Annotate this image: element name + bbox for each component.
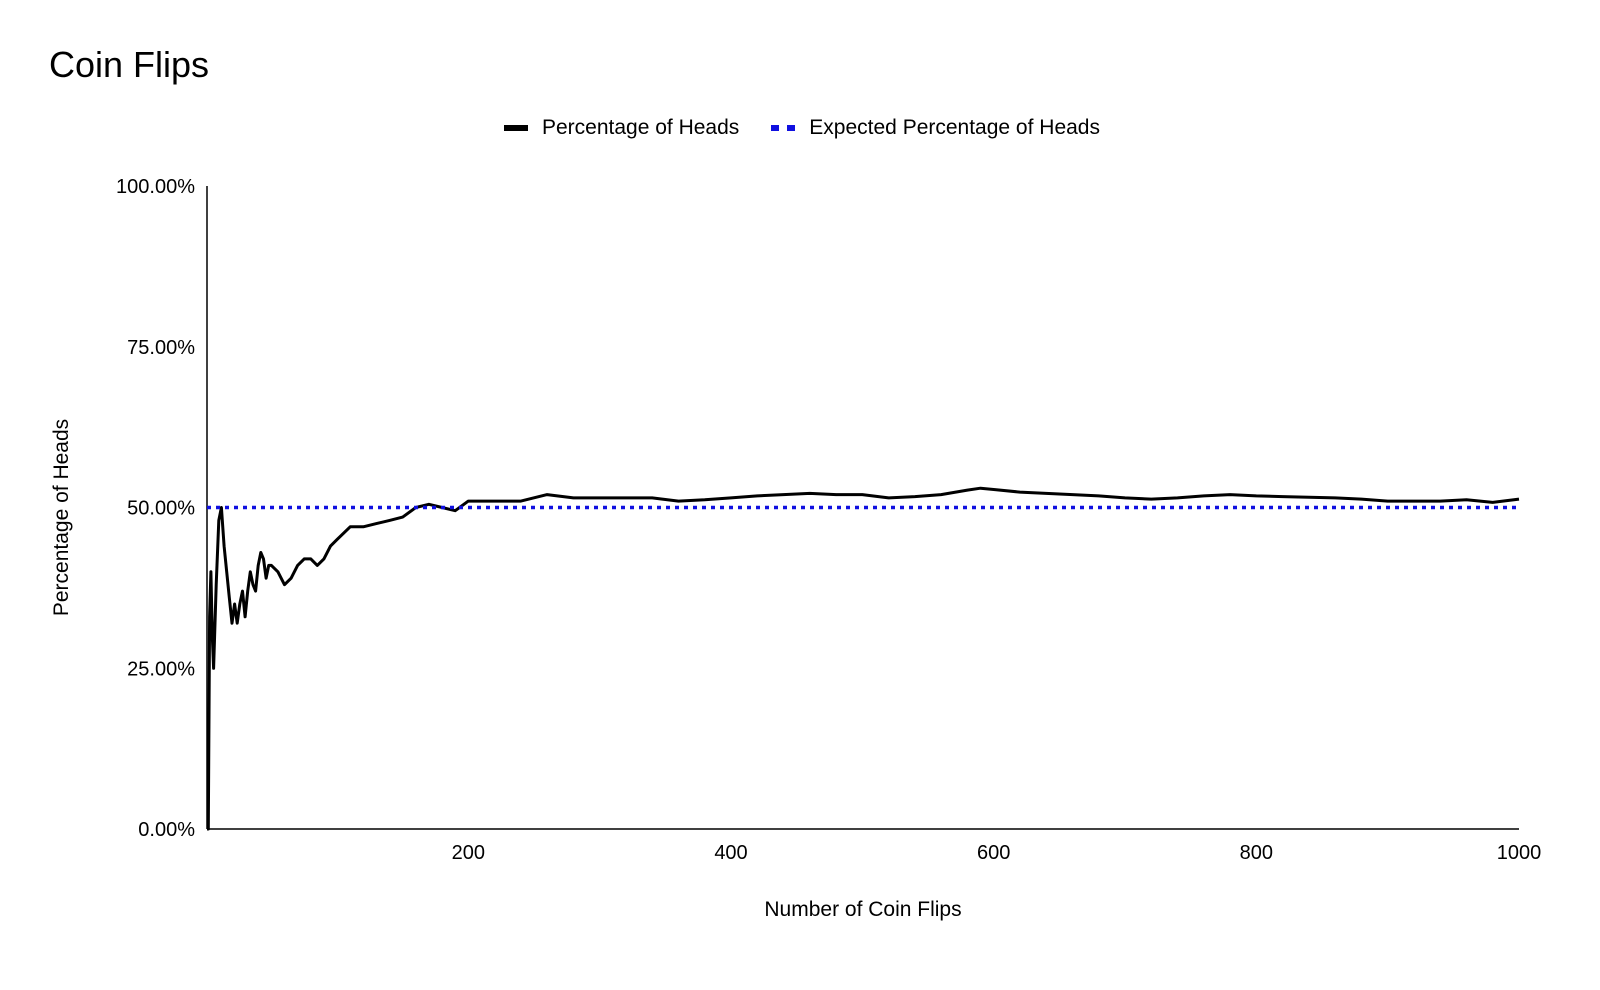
x-axis-ticks: 200 400 600 800 1000 (452, 842, 1542, 864)
legend-swatch-dotted-line-icon (771, 125, 796, 131)
legend-item-expected-percentage-of-heads[interactable]: Expected Percentage of Heads (771, 116, 1100, 140)
y-tick-label: 100.00% (116, 176, 195, 198)
y-axis-ticks: 0.00% 25.00% 50.00% 75.00% 100.00% (116, 176, 195, 841)
legend: Percentage of Heads Expected Percentage … (0, 116, 1600, 140)
x-tick-label: 800 (1240, 842, 1273, 864)
series-line-percentage-of-heads (206, 486, 1520, 831)
y-tick-label: 0.00% (138, 819, 195, 841)
x-tick-label: 1000 (1497, 842, 1542, 864)
legend-item-percentage-of-heads[interactable]: Percentage of Heads (504, 116, 739, 140)
legend-label-percentage-of-heads: Percentage of Heads (542, 116, 740, 139)
y-tick-label: 25.00% (127, 658, 195, 680)
x-tick-label: 200 (452, 842, 485, 864)
y-tick-label: 75.00% (127, 337, 195, 359)
x-tick-label: 400 (714, 842, 747, 864)
chart-title: Coin Flips (49, 44, 210, 85)
legend-swatch-solid-line-icon (504, 125, 528, 131)
y-axis-title: Percentage of Heads (50, 419, 73, 616)
x-axis-title: Number of Coin Flips (764, 898, 961, 921)
legend-label-expected-percentage-of-heads: Expected Percentage of Heads (809, 116, 1100, 139)
series-layer (206, 486, 1520, 831)
y-tick-label: 50.00% (127, 498, 195, 520)
x-tick-label: 600 (977, 842, 1010, 864)
